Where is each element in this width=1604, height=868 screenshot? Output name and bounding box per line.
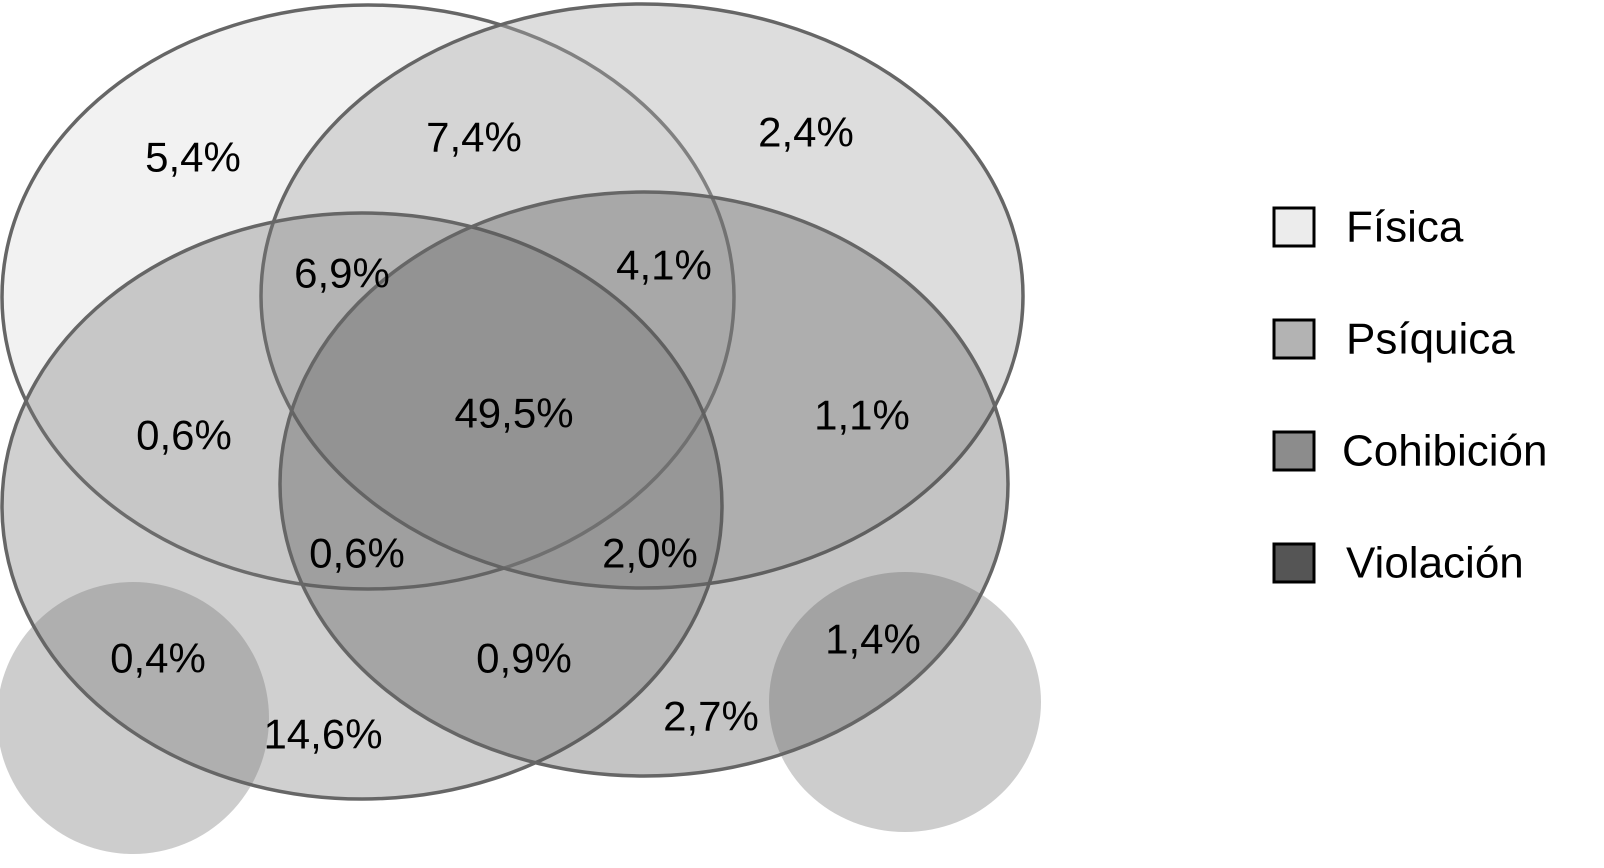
- legend-label: Violación: [1346, 539, 1524, 588]
- region-label: 0,4%: [110, 635, 206, 682]
- region-labels: 5,4% 7,4% 2,4% 6,9% 4,1% 0,6% 49,5% 1,1% 0,6% 2,0…: [110, 109, 921, 758]
- legend-item-psiquica: Psíquica: [1272, 315, 1515, 364]
- region-label: 2,4%: [758, 109, 854, 156]
- region-label: 2,7%: [663, 693, 759, 740]
- region-label: 6,9%: [294, 250, 390, 297]
- ellipse-fisica: [0, 3, 736, 591]
- legend-item-cohibicion: Cohibición: [1272, 427, 1547, 476]
- region-label: 49,5%: [454, 390, 573, 437]
- legend-label: Psíquica: [1346, 315, 1515, 364]
- region-label: 7,4%: [426, 114, 522, 161]
- legend-swatch: [1272, 430, 1316, 472]
- legend: Física Psíquica Cohibición Violación: [1272, 203, 1547, 588]
- legend-swatch: [1272, 318, 1316, 360]
- region-label: 0,6%: [309, 530, 405, 577]
- region-label: 5,4%: [145, 134, 241, 181]
- circle-bottom-left: [0, 582, 269, 854]
- legend-label: Física: [1346, 203, 1464, 252]
- legend-item-violacion: Violación: [1272, 539, 1524, 588]
- region-label: 1,4%: [825, 616, 921, 663]
- legend-item-fisica: Física: [1272, 203, 1464, 252]
- region-label: 4,1%: [616, 242, 712, 289]
- region-label: 2,0%: [602, 530, 698, 577]
- ellipse-cohibicion: [0, 211, 724, 801]
- venn-shapes: [0, 2, 1041, 854]
- region-label: 14,6%: [263, 711, 382, 758]
- legend-swatch: [1272, 542, 1316, 584]
- region-label: 0,9%: [476, 635, 572, 682]
- legend-label: Cohibición: [1342, 427, 1547, 476]
- circle-bottom-right: [769, 572, 1041, 832]
- legend-swatch: [1272, 206, 1316, 248]
- ellipse-violacion: [278, 190, 1010, 778]
- region-label: 1,1%: [814, 392, 910, 439]
- ellipse-psiquica: [259, 2, 1025, 590]
- region-label: 0,6%: [136, 412, 232, 459]
